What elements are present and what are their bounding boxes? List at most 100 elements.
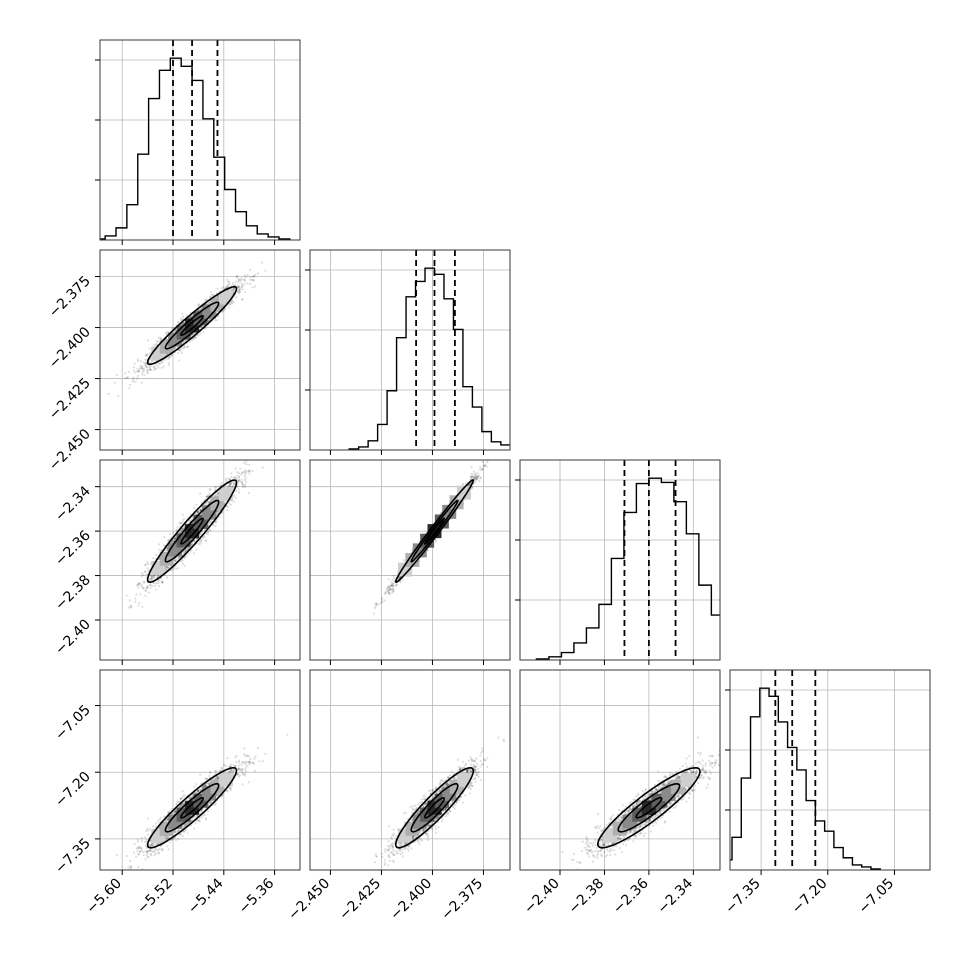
- scatter-point: [157, 366, 160, 369]
- scatter-point: [240, 482, 244, 485]
- scatter-point: [188, 552, 191, 555]
- scatter-point: [197, 309, 200, 312]
- scatter-point: [248, 472, 251, 475]
- scatter-point: [199, 508, 202, 511]
- contour-level-1: [180, 315, 205, 336]
- scatter-point: [198, 532, 202, 536]
- scatter-point: [214, 494, 217, 497]
- scatter-point: [226, 504, 229, 508]
- scatter-point: [174, 558, 177, 561]
- scatter-point: [147, 591, 150, 594]
- scatter-point: [469, 475, 472, 478]
- scatter-point: [179, 349, 182, 353]
- scatter-point: [242, 484, 245, 488]
- scatter-point: [375, 602, 378, 605]
- scatter-point: [229, 503, 232, 507]
- scatter-point: [232, 494, 236, 498]
- scatter-point: [133, 362, 136, 365]
- scatter-point: [219, 484, 222, 487]
- scatter-point: [190, 543, 193, 546]
- scatter-point: [247, 469, 251, 472]
- scatter-point: [173, 347, 176, 350]
- scatter-point: [149, 365, 152, 368]
- scatter-point: [115, 373, 119, 377]
- scatter-point: [174, 559, 177, 562]
- scatter-point: [249, 278, 252, 281]
- scatter-point: [261, 466, 265, 469]
- scatter-point: [173, 537, 177, 540]
- scatter-point: [126, 376, 129, 379]
- scatter-point: [243, 462, 246, 465]
- scatter-point: [183, 339, 186, 343]
- scatter-point: [230, 481, 233, 484]
- scatter-point: [205, 496, 208, 499]
- scatter-point: [214, 521, 218, 524]
- scatter-point: [144, 362, 147, 365]
- scatter-point: [216, 492, 220, 495]
- scatter-point: [216, 511, 219, 514]
- scatter-point: [154, 588, 158, 591]
- scatter-point: [239, 480, 242, 483]
- scatter-point: [390, 583, 393, 587]
- scatter-point: [208, 521, 211, 524]
- scatter-point: [251, 278, 254, 282]
- scatter-point: [137, 359, 140, 362]
- scatter-point: [236, 284, 239, 287]
- scatter-point: [145, 586, 148, 589]
- scatter-point: [176, 320, 180, 324]
- scatter-point: [173, 346, 177, 350]
- scatter-point: [132, 369, 136, 372]
- scatter-point: [206, 302, 210, 306]
- scatter-point: [137, 586, 140, 589]
- scatter-point: [217, 493, 220, 497]
- scatter-point: [166, 567, 169, 570]
- scatter-point: [234, 467, 237, 470]
- scatter-point: [159, 337, 162, 340]
- scatter-point: [137, 604, 140, 607]
- scatter-point: [238, 288, 241, 292]
- scatter-point: [150, 577, 153, 580]
- scatter-point: [249, 276, 252, 279]
- scatter-point: [236, 481, 240, 485]
- scatter-point: [241, 288, 244, 291]
- scatter-point: [244, 275, 247, 279]
- scatter-point: [174, 329, 177, 332]
- scatter-point: [240, 285, 244, 288]
- scatter-point: [143, 374, 146, 377]
- scatter-point: [113, 381, 116, 384]
- scatter-point: [171, 326, 175, 329]
- scatter-point: [172, 531, 175, 534]
- scatter-point: [146, 567, 149, 570]
- scatter-point: [179, 348, 182, 351]
- scatter-point: [196, 510, 200, 513]
- scatter-point: [180, 323, 183, 326]
- scatter-point: [191, 314, 194, 317]
- scatter-point: [241, 283, 244, 287]
- scatter-point: [137, 583, 140, 586]
- scatter-point: [248, 469, 251, 472]
- scatter-point: [181, 312, 184, 315]
- scatter-point: [189, 519, 192, 522]
- y-tick-label: −2.36: [52, 528, 94, 570]
- scatter-point: [183, 564, 186, 567]
- scatter-point: [232, 300, 235, 304]
- scatter-point: [241, 482, 244, 485]
- scatter-point: [232, 287, 235, 291]
- scatter-point: [237, 285, 240, 289]
- scatter-point: [177, 557, 180, 560]
- scatter-point: [156, 364, 159, 367]
- scatter-point: [215, 319, 218, 322]
- scatter-point: [230, 472, 233, 475]
- scatter-point: [205, 495, 208, 498]
- scatter-point: [152, 575, 155, 579]
- scatter-point: [150, 575, 153, 578]
- scatter-point: [241, 485, 244, 488]
- scatter-point: [136, 358, 139, 361]
- panel-frame: [309, 249, 511, 451]
- scatter-point: [393, 576, 396, 580]
- scatter-point: [237, 476, 241, 479]
- scatter-point: [181, 528, 184, 531]
- scatter-point: [216, 295, 220, 298]
- scatter-point: [132, 376, 135, 379]
